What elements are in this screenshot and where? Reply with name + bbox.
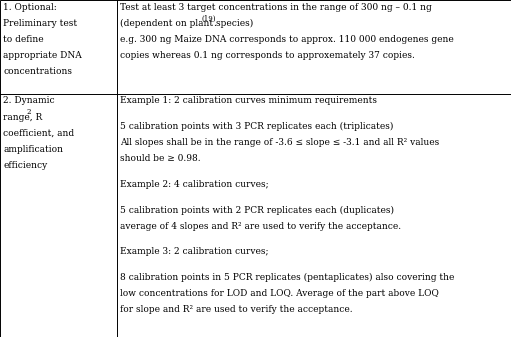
Text: Test at least 3 target concentrations in the range of 300 ng – 0.1 ng: Test at least 3 target concentrations in… [120, 3, 431, 12]
Text: range, R: range, R [3, 113, 42, 122]
Text: 5 calibration points with 3 PCR replicates each (triplicates): 5 calibration points with 3 PCR replicat… [120, 122, 393, 131]
Text: Example 1: 2 calibration curves minimum requirements: Example 1: 2 calibration curves minimum … [120, 96, 377, 105]
Text: low concentrations for LOD and LOQ. Average of the part above LOQ: low concentrations for LOD and LOQ. Aver… [120, 289, 438, 298]
Text: Example 2: 4 calibration curves;: Example 2: 4 calibration curves; [120, 180, 268, 189]
Text: All slopes shall be in the range of -3.6 ≤ slope ≤ -3.1 and all R² values: All slopes shall be in the range of -3.6… [120, 138, 439, 147]
Text: copies whereas 0.1 ng corresponds to approxemately 37 copies.: copies whereas 0.1 ng corresponds to app… [120, 51, 414, 60]
Text: appropriate DNA: appropriate DNA [3, 51, 82, 60]
Text: average of 4 slopes and R² are used to verify the acceptance.: average of 4 slopes and R² are used to v… [120, 222, 401, 231]
Text: amplification: amplification [3, 145, 63, 154]
Text: 2. Dynamic: 2. Dynamic [3, 96, 55, 105]
Text: 5 calibration points with 2 PCR replicates each (duplicates): 5 calibration points with 2 PCR replicat… [120, 206, 393, 215]
Text: 8 calibration points in 5 PCR replicates (pentaplicates) also covering the: 8 calibration points in 5 PCR replicates… [120, 273, 454, 282]
Text: .: . [214, 19, 217, 28]
Text: to define: to define [3, 35, 44, 44]
Text: should be ≥ 0.98.: should be ≥ 0.98. [120, 154, 200, 163]
Text: 1. Optional:: 1. Optional: [3, 3, 57, 12]
Text: coefficient, and: coefficient, and [3, 129, 74, 138]
Text: concentrations: concentrations [3, 67, 72, 76]
Text: e.g. 300 ng Maize DNA corresponds to approx. 110 000 endogenes gene: e.g. 300 ng Maize DNA corresponds to app… [120, 35, 453, 44]
Text: (dependent on plant species): (dependent on plant species) [120, 19, 253, 28]
Text: Preliminary test: Preliminary test [3, 19, 77, 28]
Text: for slope and R² are used to verify the acceptance.: for slope and R² are used to verify the … [120, 305, 352, 314]
Text: (19): (19) [202, 14, 216, 23]
Text: 2: 2 [27, 108, 31, 116]
Text: efficiency: efficiency [3, 161, 48, 170]
Text: Example 3: 2 calibration curves;: Example 3: 2 calibration curves; [120, 247, 268, 256]
